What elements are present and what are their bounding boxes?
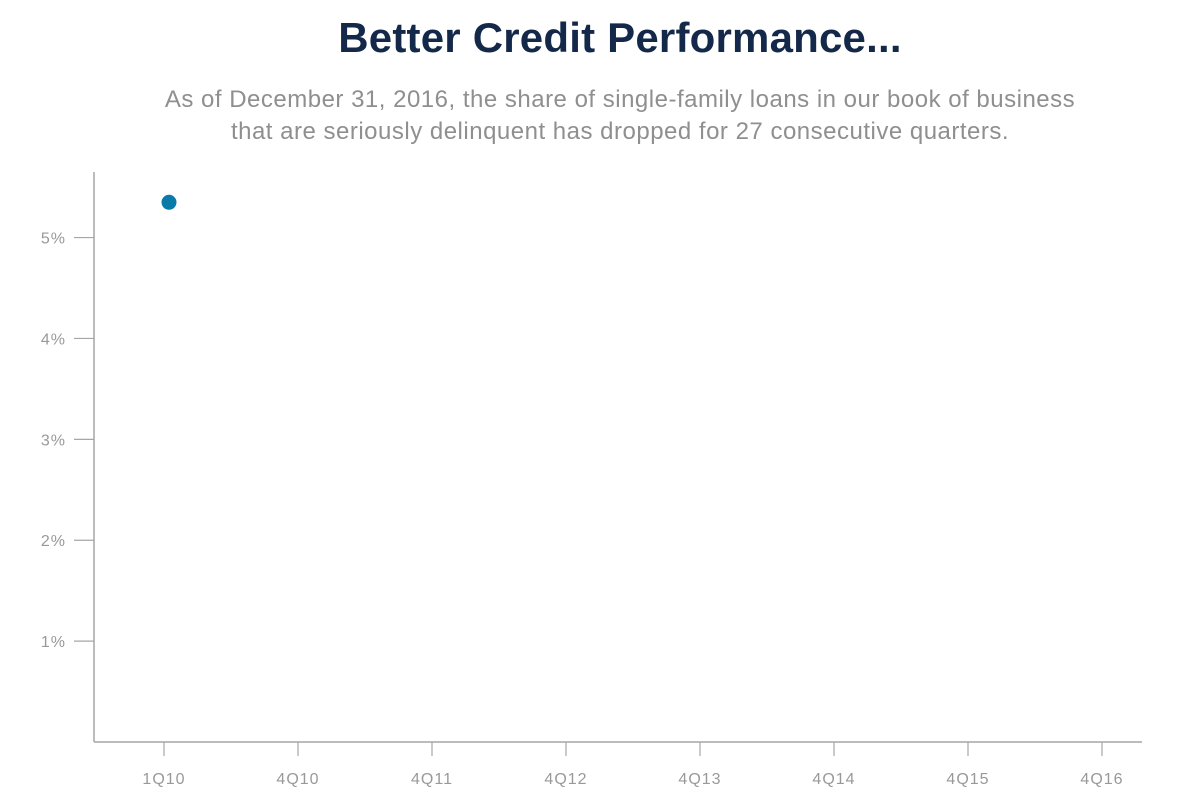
data-point: [161, 194, 177, 210]
x-tick-label: 4Q16: [1080, 771, 1123, 788]
y-axis: 1% 2% 3% 4% 5%: [41, 172, 95, 742]
y-tick-label: 3%: [41, 432, 66, 449]
x-tick-label: 4Q11: [411, 771, 453, 788]
data-points: [161, 194, 177, 210]
y-tick-label: 1%: [41, 634, 66, 651]
chart-subtitle: As of December 31, 2016, the share of si…: [80, 84, 1160, 148]
x-axis: 1Q10 4Q10 4Q11 4Q12 4Q13 4Q14 4Q15 4Q16: [94, 741, 1142, 788]
y-tick-label: 4%: [41, 331, 66, 348]
x-tick-label: 4Q10: [276, 771, 319, 788]
x-tick-label: 4Q15: [946, 771, 989, 788]
chart-title: Better Credit Performance...: [338, 14, 902, 61]
chart-subtitle-line-2: that are seriously delinquent has droppe…: [230, 118, 1010, 145]
x-tick-label: 4Q13: [678, 771, 721, 788]
chart-subtitle-line-1: As of December 31, 2016, the share of si…: [164, 86, 1076, 113]
x-tick-label: 4Q12: [544, 771, 587, 788]
y-tick-label: 5%: [41, 231, 66, 248]
x-tick-label: 4Q14: [812, 771, 855, 788]
y-tick-label: 2%: [41, 533, 66, 550]
x-tick-label: 1Q10: [142, 771, 185, 788]
